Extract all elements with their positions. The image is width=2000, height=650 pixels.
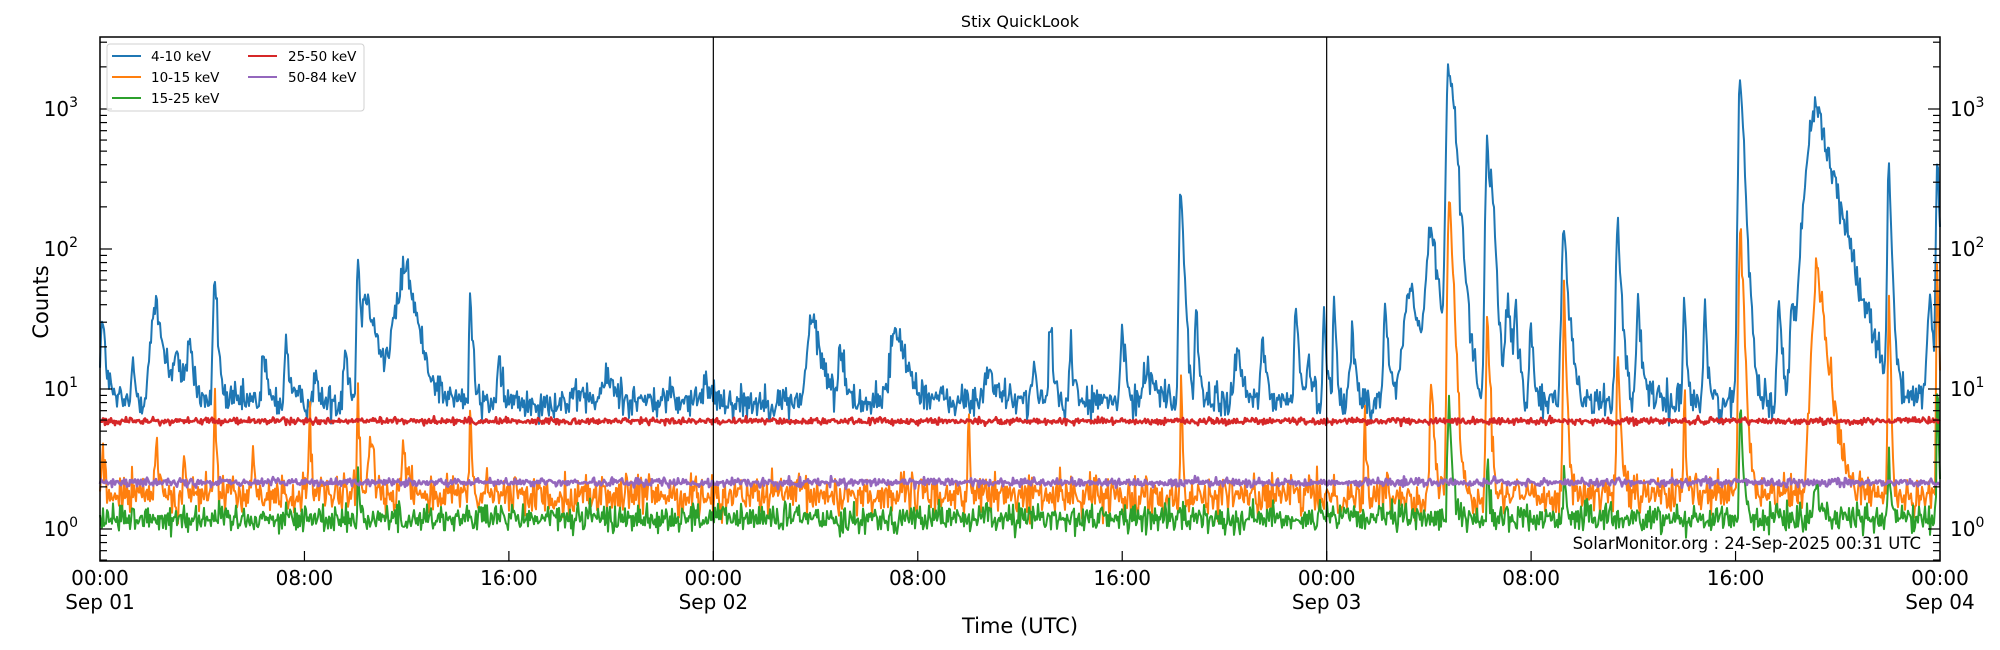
x-tick-label: 00:00	[1298, 566, 1356, 590]
x-axis-label: Time (UTC)	[961, 614, 1078, 638]
series-line-50-84-kev	[98, 474, 1941, 491]
x-tick-label: 16:00	[480, 566, 538, 590]
x-tick-date-label: Sep 01	[65, 590, 135, 614]
chart-title: Stix QuickLook	[961, 12, 1080, 31]
series-line-15-25-kev	[99, 393, 1941, 539]
series-line-4-10-kev	[99, 63, 1941, 427]
x-tick-label: 16:00	[1707, 566, 1765, 590]
legend-label-10-15: 10-15 keV	[151, 70, 220, 86]
series-layer	[98, 63, 1941, 539]
y-tick-label: 100	[1950, 515, 1984, 541]
series-line-25-50-kev	[99, 414, 1941, 428]
series-line-10-15-kev	[99, 201, 1941, 525]
legend-label-50-84: 50-84 keV	[288, 70, 357, 86]
y-tick-label: 101	[44, 375, 78, 401]
y-tick-label: 100	[44, 515, 78, 541]
legend-label-25-50: 25-50 keV	[288, 49, 357, 65]
y-tick-label: 102	[1950, 235, 1984, 261]
x-tick-label: 00:00	[71, 566, 129, 590]
y-tick-label: 102	[44, 235, 78, 261]
x-tick-label: 08:00	[1502, 566, 1560, 590]
x-tick-label: 08:00	[889, 566, 947, 590]
source-annotation: SolarMonitor.org : 24-Sep-2025 00:31 UTC	[1573, 534, 1921, 553]
y-tick-label: 103	[1950, 95, 1984, 121]
legend-box	[106, 43, 365, 112]
y-axis-label: Counts	[29, 265, 53, 338]
plot-frame	[99, 36, 1941, 562]
x-tick-label: 08:00	[276, 566, 334, 590]
x-tick-date-label: Sep 02	[679, 590, 749, 614]
x-tick-date-label: Sep 03	[1292, 590, 1362, 614]
day-separators	[712, 37, 1328, 561]
x-tick-label: 00:00	[1911, 566, 1969, 590]
legend: 4-10 keV 10-15 keV 15-25 keV 25-50 keV 5…	[106, 43, 365, 112]
x-tick-date-label: Sep 04	[1905, 590, 1975, 614]
y-tick-label: 101	[1950, 375, 1984, 401]
x-tick-label: 16:00	[1093, 566, 1151, 590]
y-tick-label: 103	[44, 95, 78, 121]
legend-label-4-10: 4-10 keV	[151, 49, 212, 65]
x-tick-label: 00:00	[685, 566, 743, 590]
legend-label-15-25: 15-25 keV	[151, 91, 220, 107]
